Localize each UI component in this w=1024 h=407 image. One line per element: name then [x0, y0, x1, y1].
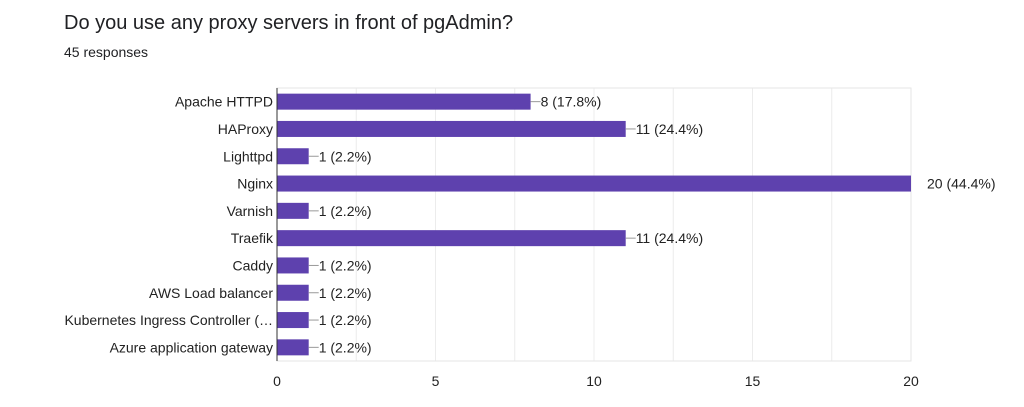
data-label: 1 (2.2%) [319, 312, 372, 328]
y-category-label: Nginx [237, 176, 273, 192]
x-tick-label: 0 [273, 373, 281, 389]
y-category-label: Azure application gateway [110, 339, 273, 355]
y-category-label: Varnish [227, 203, 273, 219]
y-category-label: HAProxy [218, 121, 273, 137]
x-tick-label: 15 [745, 373, 761, 389]
x-tick-label: 10 [586, 373, 602, 389]
data-label: 1 (2.2%) [319, 148, 372, 164]
data-label: 1 (2.2%) [319, 339, 372, 355]
data-label: 1 (2.2%) [319, 257, 372, 273]
data-label: 8 (17.8%) [541, 94, 602, 110]
bar [277, 230, 626, 247]
y-category-label: Lighttpd [223, 148, 273, 164]
data-label: 1 (2.2%) [319, 203, 372, 219]
y-category-label: AWS Load balancer [149, 285, 273, 301]
data-label: 20 (44.4%) [927, 176, 995, 192]
bar [277, 284, 309, 301]
y-category-label: Caddy [233, 257, 273, 273]
x-tick-label: 20 [903, 373, 919, 389]
y-category-label: Apache HTTPD [175, 94, 273, 110]
data-label: 1 (2.2%) [319, 285, 372, 301]
y-category-label: Kubernetes Ingress Controller (… [64, 312, 273, 328]
data-label: 11 (24.4%) [636, 121, 703, 137]
bar [277, 202, 309, 219]
bar [277, 148, 309, 165]
bar [277, 339, 309, 356]
bar [277, 175, 911, 192]
bar [277, 257, 309, 274]
x-tick-label: 5 [432, 373, 440, 389]
response-count: 45 responses [64, 44, 149, 60]
data-label: 11 (24.4%) [636, 230, 703, 246]
bar [277, 312, 309, 329]
bar [277, 93, 531, 110]
bar [277, 120, 626, 137]
chart-title: Do you use any proxy servers in front of… [64, 12, 514, 34]
y-category-label: Traefik [231, 230, 274, 246]
